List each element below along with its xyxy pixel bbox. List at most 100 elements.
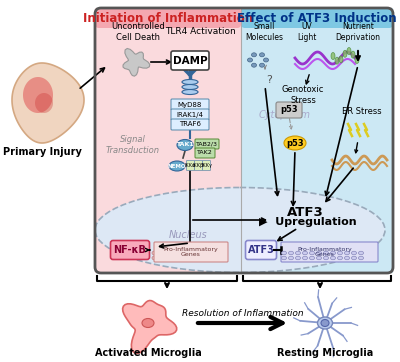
Ellipse shape <box>264 58 268 62</box>
Text: Initiation of Inflammation: Initiation of Inflammation <box>83 12 253 25</box>
Ellipse shape <box>252 63 256 67</box>
Ellipse shape <box>358 251 364 255</box>
Text: Pro-Inflammatory
Genes: Pro-Inflammatory Genes <box>164 247 218 257</box>
Ellipse shape <box>288 256 294 260</box>
Ellipse shape <box>324 251 328 255</box>
Text: IKKα: IKKα <box>185 163 196 168</box>
Ellipse shape <box>200 256 206 260</box>
Ellipse shape <box>347 47 351 55</box>
FancyBboxPatch shape <box>246 240 276 260</box>
Text: Genotoxic
Stress: Genotoxic Stress <box>282 85 324 105</box>
Ellipse shape <box>177 139 193 151</box>
Text: Nutrient
Deprivation: Nutrient Deprivation <box>336 22 380 42</box>
Text: IRAK1/4: IRAK1/4 <box>176 111 204 118</box>
Ellipse shape <box>302 256 308 260</box>
Bar <box>241 8 393 273</box>
Ellipse shape <box>330 251 336 255</box>
Text: ATF3: ATF3 <box>287 206 323 219</box>
Text: ▶  Upregulation: ▶ Upregulation <box>259 217 357 227</box>
Text: Cytoplasm: Cytoplasm <box>259 110 311 120</box>
Text: ER Stress: ER Stress <box>342 108 382 117</box>
Ellipse shape <box>296 256 300 260</box>
FancyBboxPatch shape <box>202 160 210 171</box>
FancyBboxPatch shape <box>171 51 209 70</box>
Text: p53: p53 <box>286 139 304 147</box>
Text: Signal
Transduction: Signal Transduction <box>106 135 160 155</box>
Ellipse shape <box>260 53 264 57</box>
Ellipse shape <box>282 251 286 255</box>
FancyBboxPatch shape <box>195 139 219 149</box>
Ellipse shape <box>338 256 342 260</box>
Ellipse shape <box>355 56 359 63</box>
Ellipse shape <box>142 319 154 328</box>
Ellipse shape <box>160 251 166 255</box>
FancyBboxPatch shape <box>154 242 228 262</box>
Ellipse shape <box>216 251 222 255</box>
Text: ?: ? <box>266 75 272 85</box>
Ellipse shape <box>169 161 185 171</box>
FancyBboxPatch shape <box>281 242 378 262</box>
Ellipse shape <box>330 256 336 260</box>
Ellipse shape <box>324 256 328 260</box>
Ellipse shape <box>168 256 174 260</box>
Ellipse shape <box>335 57 339 64</box>
Ellipse shape <box>182 80 198 84</box>
FancyBboxPatch shape <box>171 109 209 120</box>
Text: MyD88: MyD88 <box>178 101 202 108</box>
Ellipse shape <box>318 317 332 329</box>
Text: Resolution of Inflammation: Resolution of Inflammation <box>182 310 304 319</box>
Ellipse shape <box>260 63 264 67</box>
Text: Primary Injury: Primary Injury <box>2 147 82 157</box>
Text: Nucleus: Nucleus <box>169 230 207 240</box>
Ellipse shape <box>192 251 198 255</box>
Text: Pro-Inflammatory
Genes: Pro-Inflammatory Genes <box>298 247 352 257</box>
Ellipse shape <box>176 256 182 260</box>
Text: Small
Molecules: Small Molecules <box>245 22 283 42</box>
Ellipse shape <box>208 251 214 255</box>
Ellipse shape <box>95 188 385 273</box>
FancyBboxPatch shape <box>241 8 393 28</box>
Ellipse shape <box>168 251 174 255</box>
Ellipse shape <box>248 58 252 62</box>
Ellipse shape <box>252 53 256 57</box>
Ellipse shape <box>282 256 286 260</box>
Text: TAK1: TAK1 <box>176 143 194 147</box>
Bar <box>95 8 241 273</box>
FancyBboxPatch shape <box>171 99 209 110</box>
FancyBboxPatch shape <box>110 240 150 260</box>
Ellipse shape <box>351 51 355 58</box>
Ellipse shape <box>302 251 308 255</box>
Text: Uncontrolled
Cell Death: Uncontrolled Cell Death <box>111 22 165 42</box>
FancyBboxPatch shape <box>195 148 215 158</box>
Text: IKKγ: IKKγ <box>201 163 212 168</box>
Ellipse shape <box>316 251 322 255</box>
Text: IKKβ: IKKβ <box>193 163 204 168</box>
Ellipse shape <box>208 256 214 260</box>
Polygon shape <box>12 63 84 143</box>
Ellipse shape <box>184 251 190 255</box>
Text: NEMO: NEMO <box>168 164 186 168</box>
Ellipse shape <box>321 320 329 327</box>
Ellipse shape <box>344 251 350 255</box>
Ellipse shape <box>352 251 356 255</box>
Text: NF-κB: NF-κB <box>114 245 146 255</box>
Ellipse shape <box>216 256 222 260</box>
Ellipse shape <box>316 256 322 260</box>
Text: TAK2: TAK2 <box>197 151 213 156</box>
FancyBboxPatch shape <box>95 8 241 28</box>
Polygon shape <box>23 77 53 113</box>
Ellipse shape <box>296 251 300 255</box>
FancyBboxPatch shape <box>171 119 209 130</box>
Text: Activated Microglia: Activated Microglia <box>95 348 201 358</box>
Text: ATF3: ATF3 <box>248 245 274 255</box>
Ellipse shape <box>338 251 342 255</box>
FancyBboxPatch shape <box>186 160 194 171</box>
Ellipse shape <box>284 136 306 150</box>
Text: TLR4 Activation: TLR4 Activation <box>165 28 235 37</box>
Ellipse shape <box>160 256 166 260</box>
Polygon shape <box>123 300 177 353</box>
Ellipse shape <box>310 256 314 260</box>
Ellipse shape <box>343 50 347 57</box>
Ellipse shape <box>182 89 198 94</box>
Text: TAB2/3: TAB2/3 <box>196 142 218 147</box>
